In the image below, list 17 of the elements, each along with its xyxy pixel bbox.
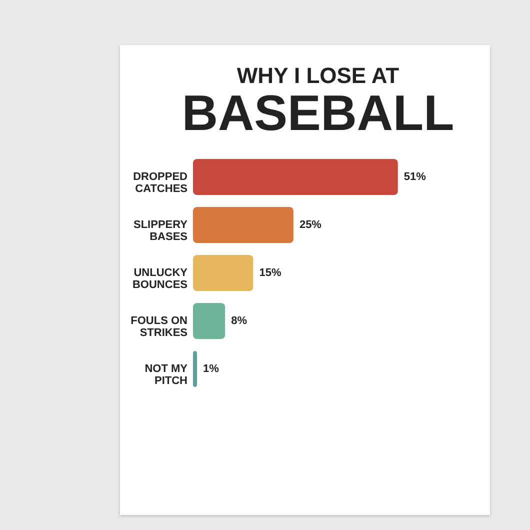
data-label: 1% xyxy=(203,363,220,375)
data-label: 15% xyxy=(259,267,282,279)
y-tick-label: SLIPPERY BASES xyxy=(134,219,188,243)
y-tick-label: UNLUCKY BOUNCES xyxy=(132,267,188,291)
chart-subtitle: BASEBALL xyxy=(182,85,454,141)
y-tick-label: DROPPED CATCHES xyxy=(133,171,188,195)
data-label: 25% xyxy=(299,219,322,231)
bar xyxy=(193,159,398,195)
bar xyxy=(193,303,226,339)
bar xyxy=(193,255,254,291)
chart-title: WHY I LOSE AT xyxy=(236,63,400,88)
bar xyxy=(193,351,198,387)
data-label: 51% xyxy=(404,171,426,183)
y-tick-label: FOULS ON STRIKES xyxy=(130,315,188,339)
data-label: 8% xyxy=(231,315,248,327)
y-tick-label: NOT MY PITCH xyxy=(144,363,188,387)
bar xyxy=(193,207,294,243)
